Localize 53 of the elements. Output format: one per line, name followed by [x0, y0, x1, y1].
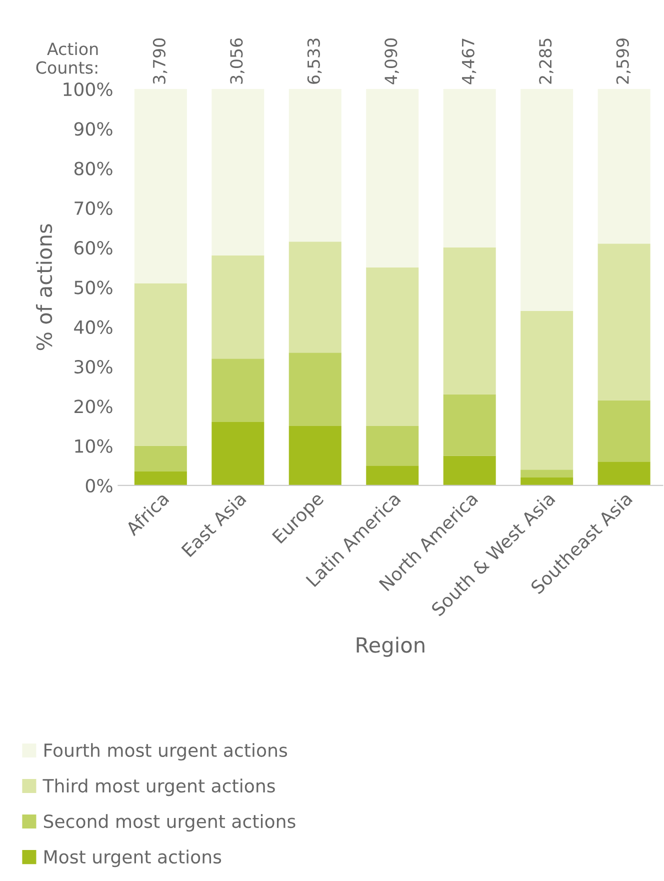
- text: Action Counts:: [36, 42, 98, 74]
- text: 3,056: [230, 38, 244, 84]
- legend-label: Most urgent actions: [44, 850, 222, 868]
- y-axis-title: % of actions: [36, 224, 52, 350]
- y-tick-label: 100%: [64, 82, 112, 96]
- y-tick-label: 80%: [74, 162, 112, 176]
- legend-label: Fourth most urgent actions: [44, 743, 288, 761]
- bar: [598, 400, 650, 462]
- bar: [288, 242, 342, 353]
- bar: [212, 422, 264, 486]
- y-tick-label: 50%: [74, 280, 112, 294]
- bar: [134, 446, 187, 472]
- bar: [443, 248, 496, 394]
- bar: [520, 88, 574, 311]
- bar: [134, 88, 187, 284]
- bar: [366, 426, 419, 466]
- bar: [443, 394, 496, 456]
- x-axis-title: Region: [356, 636, 424, 657]
- bar: [598, 462, 650, 486]
- text: 4,467: [462, 38, 476, 84]
- y-tick-label: 30%: [74, 360, 112, 374]
- bar: [598, 244, 650, 400]
- bar: [366, 88, 419, 268]
- bar: [443, 456, 496, 486]
- bar: [288, 352, 342, 426]
- bar: [366, 466, 419, 486]
- text: 6,533: [307, 38, 322, 84]
- bar: [288, 426, 342, 486]
- bar: [212, 358, 264, 422]
- y-tick-label: 0%: [86, 478, 112, 493]
- y-tick-label: 20%: [74, 400, 112, 414]
- bar: [212, 255, 264, 359]
- text: 4,090: [384, 38, 399, 84]
- y-tick-label: 60%: [74, 241, 112, 255]
- y-tick-label: 40%: [74, 320, 112, 334]
- bar: [134, 472, 187, 486]
- bar: [212, 88, 264, 256]
- bar: [288, 88, 342, 242]
- legend-label: Third most urgent actions: [42, 778, 275, 796]
- bar: [520, 470, 574, 478]
- bar: [366, 267, 419, 426]
- text: 3,790: [152, 38, 168, 84]
- y-tick-label: 10%: [75, 439, 112, 453]
- y-tick-label: 90%: [74, 122, 112, 136]
- bar: [520, 478, 574, 486]
- text: 2,599: [616, 38, 631, 84]
- text: 2,285: [539, 38, 554, 84]
- bar: [520, 310, 574, 470]
- bar: [443, 88, 496, 248]
- y-tick-label: 70%: [74, 201, 112, 216]
- bar: [598, 88, 650, 244]
- legend-label: Second most urgent actions: [44, 814, 296, 832]
- bar: [134, 283, 187, 446]
